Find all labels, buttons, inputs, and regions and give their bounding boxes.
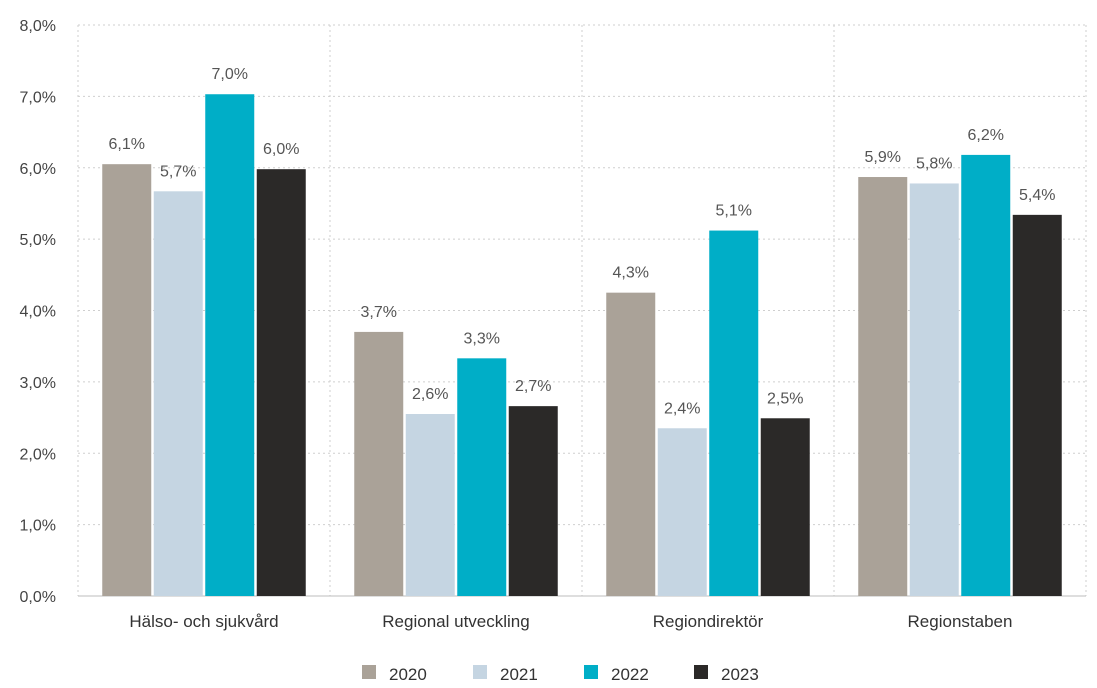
data-label: 2,6% bbox=[412, 386, 448, 403]
y-tick-label: 2,0% bbox=[20, 446, 56, 463]
y-tick-label: 1,0% bbox=[20, 518, 56, 535]
data-label: 5,8% bbox=[916, 155, 952, 172]
y-tick-label: 6,0% bbox=[20, 161, 56, 178]
data-label: 5,1% bbox=[716, 203, 752, 220]
legend-item-2021: 2021 bbox=[473, 665, 538, 684]
y-tick-label: 5,0% bbox=[20, 232, 56, 249]
data-label: 2,5% bbox=[767, 390, 803, 407]
legend-item-2022: 2022 bbox=[584, 665, 649, 684]
x-category-label: Regiondirektör bbox=[653, 612, 764, 631]
data-label: 6,2% bbox=[968, 127, 1004, 144]
data-label: 3,7% bbox=[361, 304, 397, 321]
legend-swatch bbox=[362, 665, 376, 679]
legend-swatch bbox=[473, 665, 487, 679]
legend-item-2023: 2023 bbox=[694, 665, 759, 684]
data-label: 3,3% bbox=[464, 330, 500, 347]
bar-2021 bbox=[405, 413, 455, 596]
bar-2022 bbox=[457, 358, 507, 596]
bar-2020 bbox=[354, 331, 404, 596]
bar-2022 bbox=[961, 154, 1011, 596]
legend-swatch bbox=[584, 665, 598, 679]
legend-label: 2020 bbox=[389, 665, 427, 683]
bar-2023 bbox=[256, 169, 306, 597]
bar-2023 bbox=[1012, 214, 1062, 597]
bar-2023 bbox=[760, 418, 810, 596]
bar-2022 bbox=[205, 94, 255, 596]
bar-2020 bbox=[858, 177, 908, 596]
x-category-label: Regionstaben bbox=[908, 612, 1013, 631]
x-category-label: Hälso- och sjukvård bbox=[129, 612, 278, 631]
y-tick-label: 0,0% bbox=[20, 589, 56, 606]
bar-2021 bbox=[657, 428, 707, 596]
bar-2021 bbox=[909, 183, 959, 596]
data-label: 4,3% bbox=[613, 265, 649, 282]
y-tick-label: 7,0% bbox=[20, 89, 56, 106]
legend-item-2020: 2020 bbox=[362, 665, 427, 684]
bar-2021 bbox=[153, 191, 203, 596]
y-tick-label: 4,0% bbox=[20, 304, 56, 321]
legend-swatch bbox=[694, 665, 708, 679]
legend-label: 2022 bbox=[611, 665, 649, 683]
x-category-label: Regional utveckling bbox=[382, 612, 529, 631]
legend-label: 2023 bbox=[721, 665, 759, 683]
y-tick-label: 8,0% bbox=[20, 18, 56, 35]
data-label: 5,4% bbox=[1019, 187, 1055, 204]
bar-2020 bbox=[606, 292, 656, 596]
bar-2022 bbox=[709, 230, 759, 596]
data-label: 5,9% bbox=[865, 149, 901, 166]
data-label: 5,7% bbox=[160, 163, 196, 180]
bar-2023 bbox=[508, 406, 558, 596]
bar-2020 bbox=[102, 164, 152, 596]
data-label: 7,0% bbox=[212, 66, 248, 83]
data-label: 2,7% bbox=[515, 378, 551, 395]
data-label: 6,0% bbox=[263, 141, 299, 158]
y-tick-label: 3,0% bbox=[20, 375, 56, 392]
data-label: 6,1% bbox=[109, 136, 145, 153]
legend-label: 2021 bbox=[500, 665, 538, 683]
data-label: 2,4% bbox=[664, 400, 700, 417]
